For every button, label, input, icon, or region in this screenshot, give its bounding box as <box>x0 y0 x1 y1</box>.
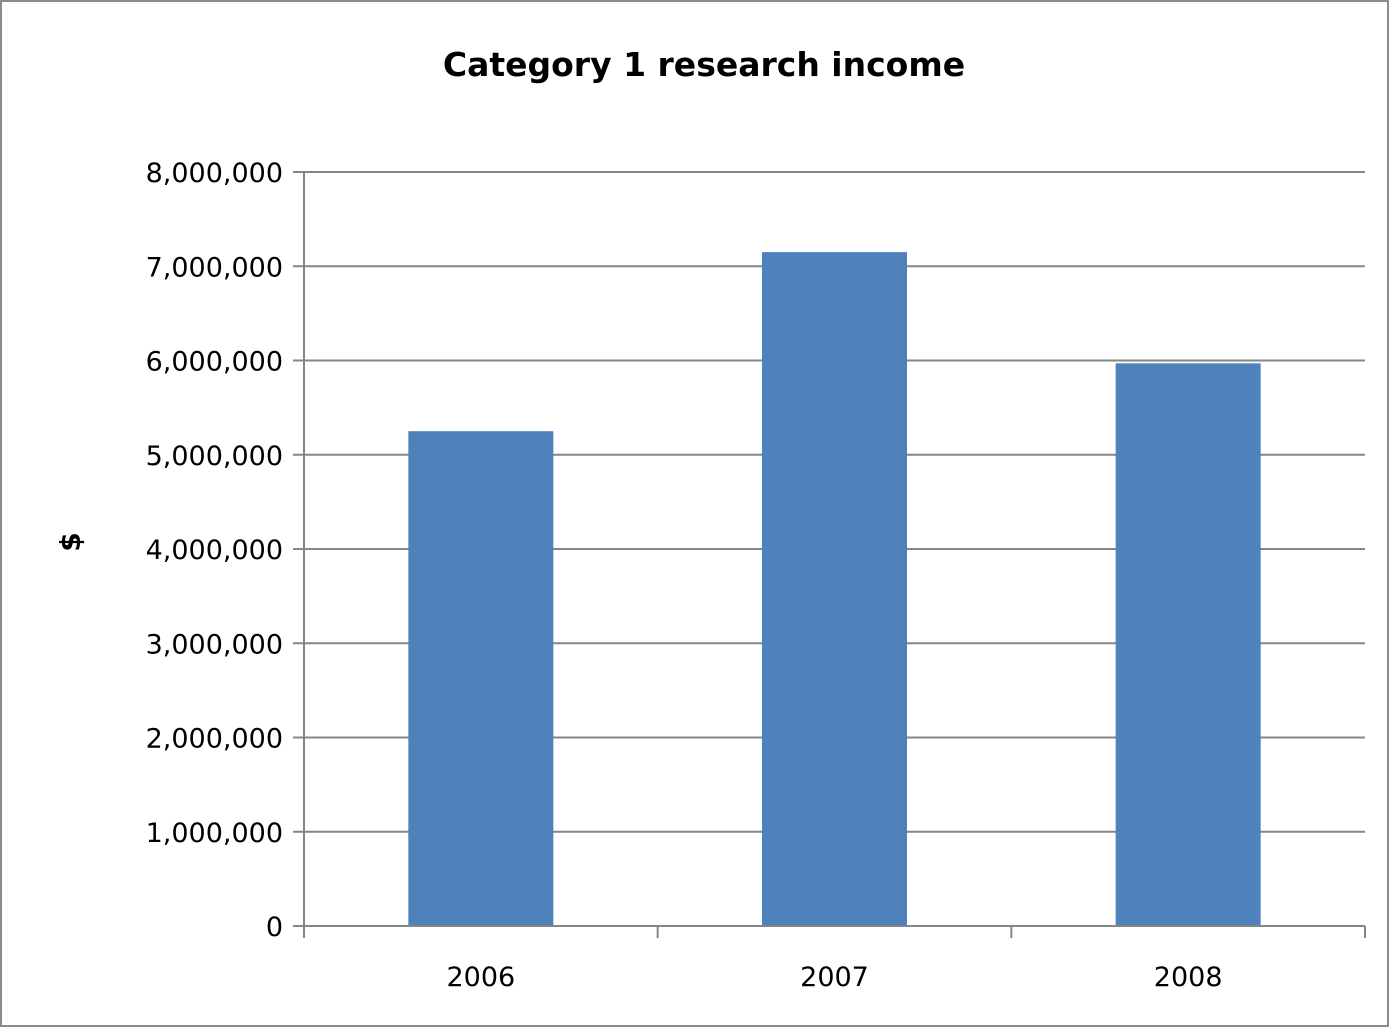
x-tick-label: 2006 <box>446 962 515 993</box>
y-tick-label: 0 <box>266 912 283 943</box>
y-tick-label: 3,000,000 <box>146 629 283 660</box>
x-tick-labels: 2006 2007 2008 <box>446 962 1222 993</box>
bar-2008 <box>1115 363 1261 926</box>
y-tick-label: 8,000,000 <box>146 158 283 189</box>
bars <box>408 252 1261 927</box>
y-tick-label: 6,000,000 <box>146 347 283 378</box>
y-axis-label: $ <box>54 532 87 551</box>
y-tick-label: 2,000,000 <box>146 724 283 755</box>
y-tick-labels: 0 1,000,000 2,000,000 3,000,000 4,000,000 5,0… <box>146 158 283 943</box>
y-tick-label: 1,000,000 <box>146 818 283 849</box>
x-tick-label: 2008 <box>1154 962 1223 993</box>
x-tick-label: 2007 <box>800 962 869 993</box>
y-tick-label: 5,000,000 <box>146 441 283 472</box>
y-tick-label: 7,000,000 <box>146 252 283 283</box>
bar-2006 <box>408 431 554 926</box>
y-tick-label: 4,000,000 <box>146 535 283 566</box>
chart-title: Category 1 research income <box>443 45 965 84</box>
axes <box>293 171 1366 938</box>
bar-2007 <box>761 252 908 927</box>
